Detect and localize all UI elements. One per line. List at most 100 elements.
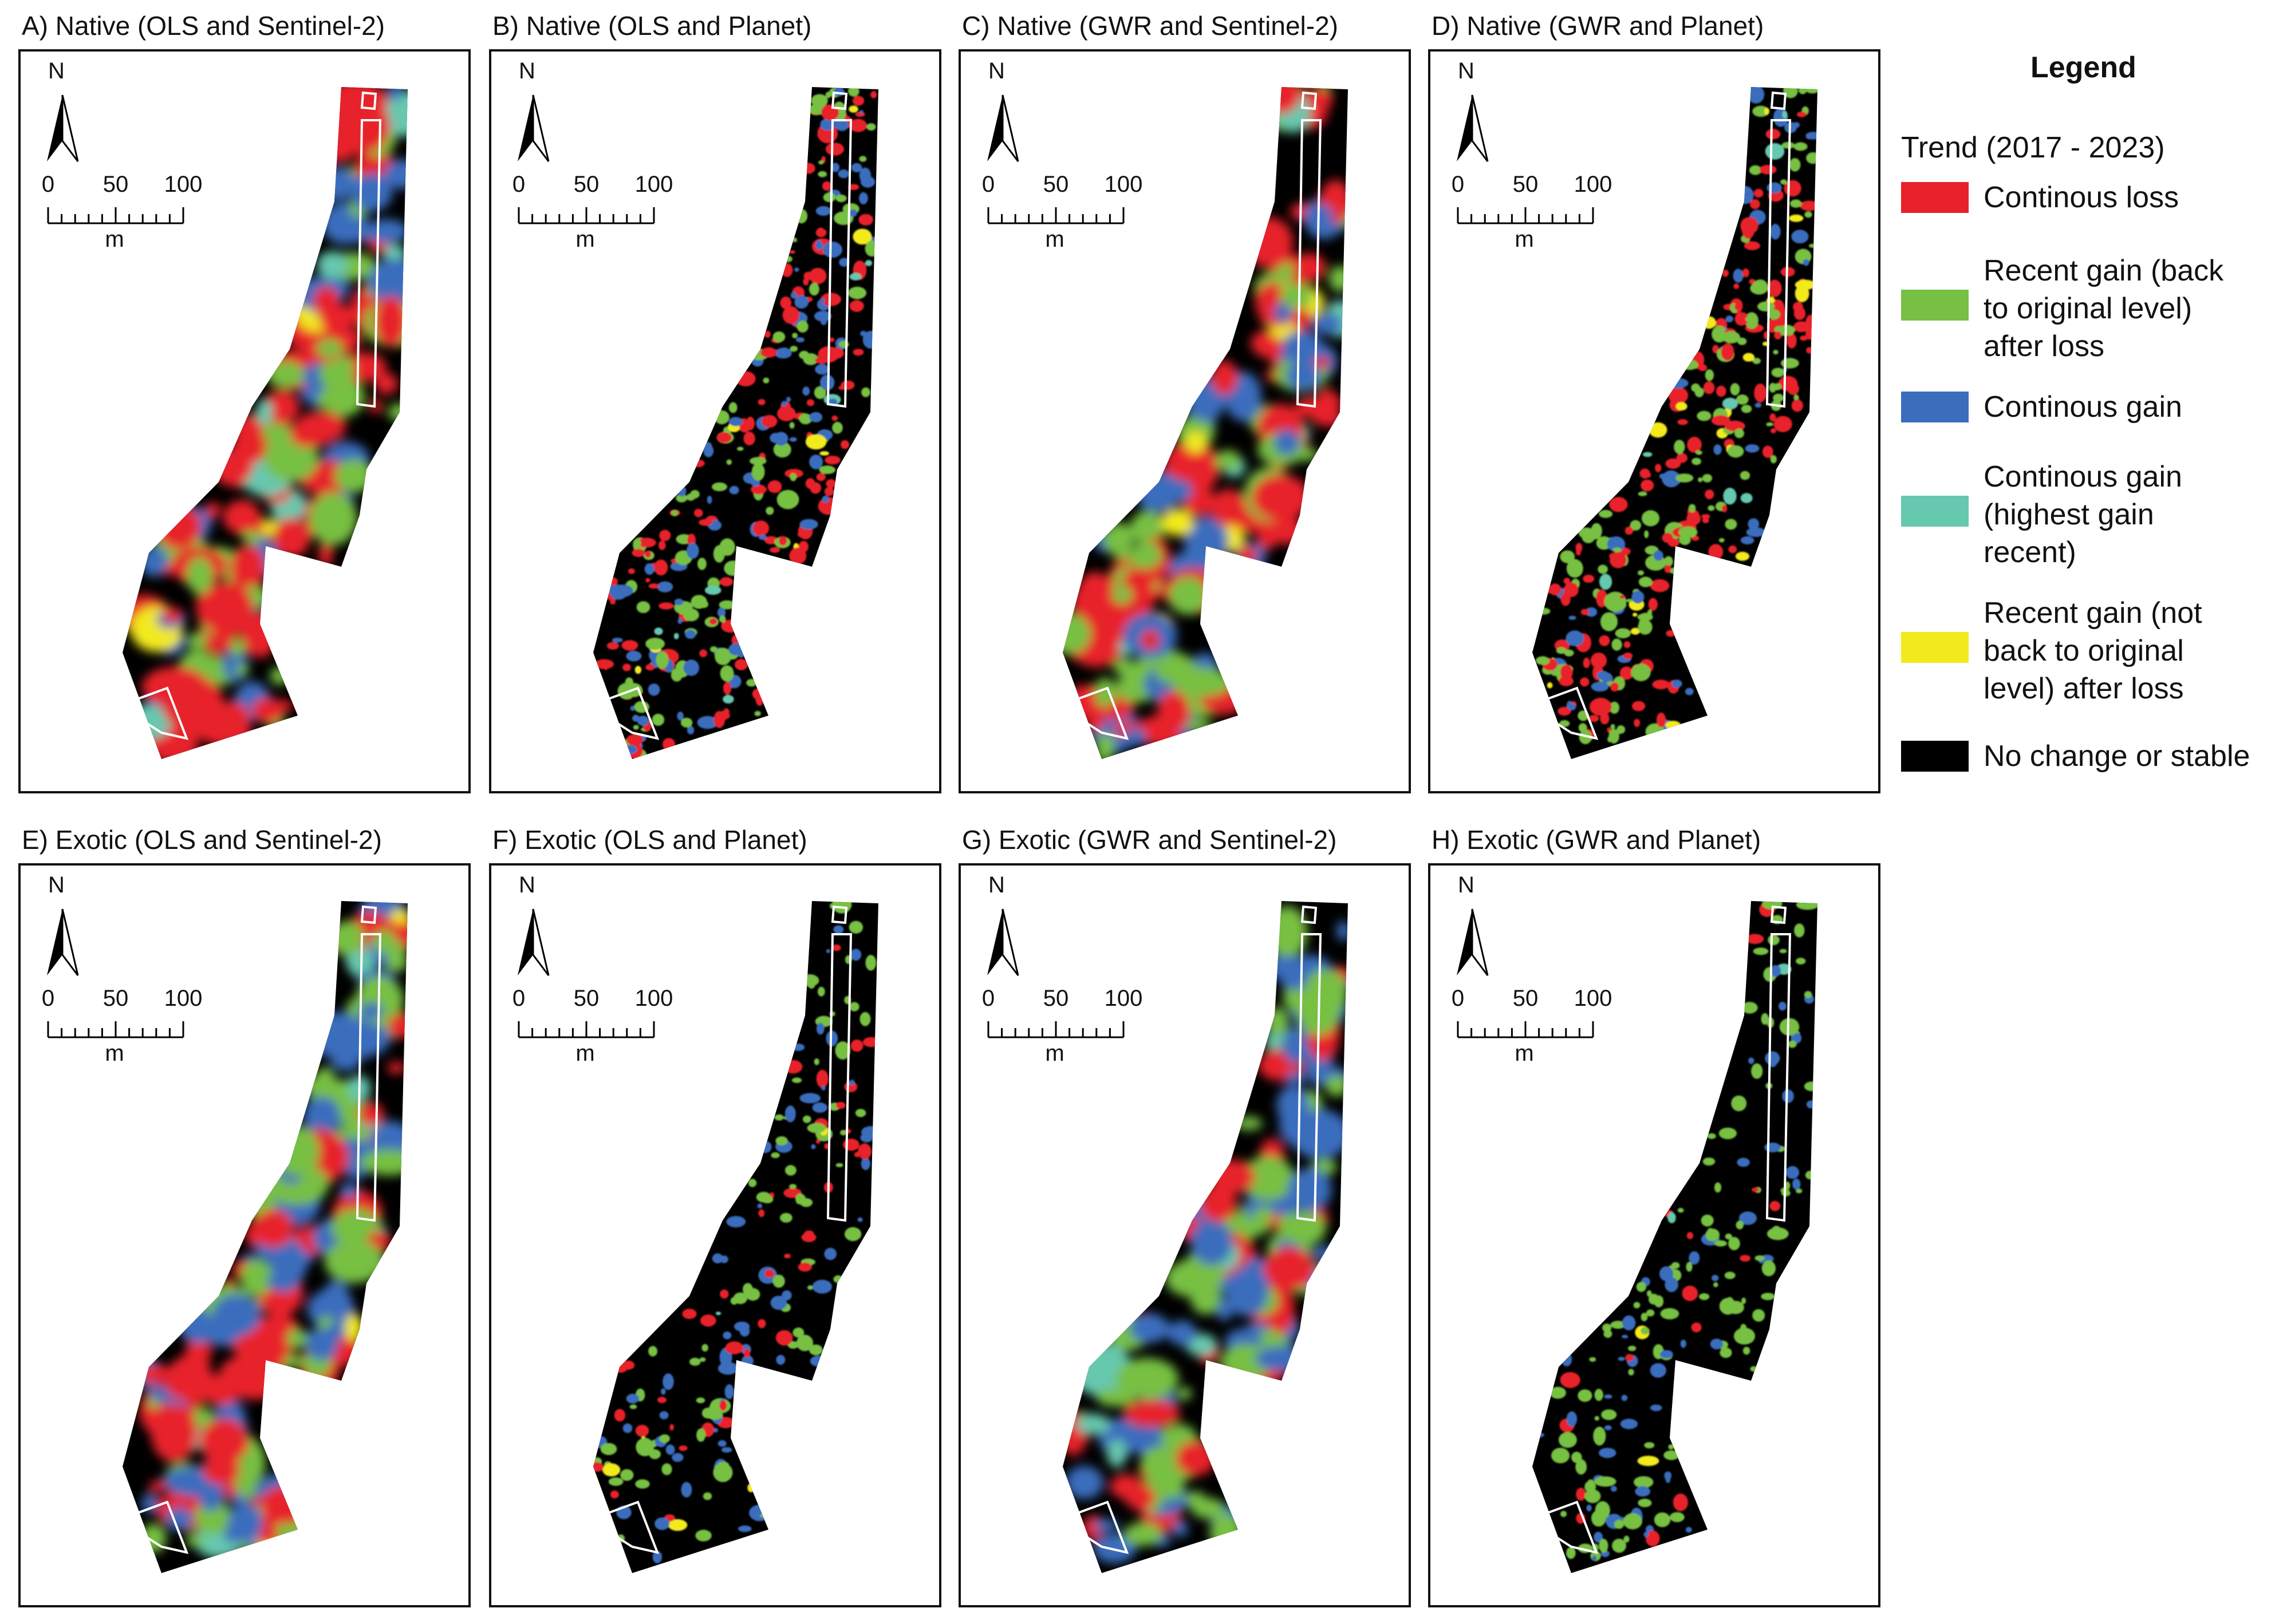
trend-patch [1809,243,1816,248]
trend-patch [1277,262,1298,276]
trend-patch [721,1447,732,1453]
trend-patch [148,734,199,759]
trend-patch [1742,268,1749,278]
trend-patch [746,1288,760,1301]
trend-patch [1568,615,1576,620]
trend-patch [309,492,358,546]
trend-patch [791,1044,805,1051]
trend-patch [1772,317,1788,326]
trend-patch [770,547,780,553]
trend-patch [138,1365,175,1384]
trend-patch [1216,1299,1233,1321]
trend-patch [817,273,826,280]
strip-outline [1296,933,1322,1222]
trend-patch [1711,415,1730,426]
trend-patch [1172,1521,1188,1537]
trend-patch [620,1469,634,1481]
trend-patch [1741,405,1752,413]
trend-patch [1796,112,1807,117]
trend-patch [1620,1418,1638,1429]
trend-patch [815,228,827,238]
trend-patch [809,455,823,469]
trend-patch [723,682,732,695]
trend-patch [677,712,684,721]
legend-label: Recent gain (back to original level) aft… [1984,254,2224,363]
scale-tick-label: 0 [512,986,526,1011]
trend-patch [1654,1512,1671,1527]
trend-patch [1590,653,1607,669]
trend-patch [682,1309,697,1319]
trend-patch [849,920,863,934]
trend-patch [799,519,818,530]
trend-patch [340,1182,358,1199]
trend-patch [751,463,765,481]
trend-patch [630,705,635,711]
north-label: N [48,872,65,898]
map-panel: N 0 50 100 m [959,49,1411,793]
trend-patch [789,547,807,564]
trend-patch [683,659,700,676]
trend-patch [330,920,364,955]
scale-tick-label: 0 [1451,986,1465,1011]
trend-patch [701,1344,708,1352]
trend-patch [652,713,665,726]
trend-patch [807,1285,814,1290]
strip-outline [360,91,377,110]
trend-patch [1309,88,1333,110]
trend-patch [1779,1018,1800,1036]
legend-swatch [1901,741,1969,772]
trend-patch [1765,143,1785,160]
scale-bar-graphic [1457,207,1594,224]
trend-patch [712,482,727,492]
trend-patch [1727,445,1744,458]
strip-outline [356,933,382,1222]
trend-patch [1631,663,1651,681]
trend-patch [645,551,652,558]
trend-patch [794,295,809,309]
trend-patch [870,91,877,98]
trend-patch [1750,199,1760,210]
trend-patch [669,1424,674,1431]
trend-patch [238,1479,256,1499]
trend-patch [241,530,264,543]
trend-patch [1733,283,1740,290]
trend-patch [676,493,688,503]
trend-patch [273,517,310,558]
map-panel: N 0 50 100 m [489,49,941,793]
trend-patch [1744,241,1761,250]
trend-patch [859,1011,871,1026]
trend-patch [1663,1450,1679,1460]
trend-patch [736,446,744,451]
trend-patch [1698,364,1708,372]
trend-patch [849,1002,859,1011]
trend-patch [1687,436,1702,453]
trend-patch [1722,270,1729,277]
trend-patch [1610,552,1627,568]
trend-patch [1637,570,1645,576]
trend-patch [802,386,810,396]
trend-patch [1638,1499,1652,1507]
trend-patch [1063,613,1091,655]
trend-patch [1113,658,1135,675]
north-arrow-icon [987,94,1019,162]
trend-patch [1782,1089,1794,1103]
trend-patch [1643,1531,1649,1538]
trend-patch [1665,458,1681,469]
trend-patch [1740,536,1754,545]
trend-patch [1789,214,1804,222]
trend-patch [1734,312,1749,326]
trend-patch [1170,667,1232,697]
trend-patch [1604,591,1627,612]
trend-patch [1289,1109,1348,1159]
trend-patch [862,1037,878,1048]
trend-patch [814,357,830,364]
trend-patch [266,361,305,389]
trend-patch [1770,224,1781,240]
trend-patch [707,496,712,504]
trend-patch [1708,544,1724,560]
trend-patch [636,601,650,613]
trend-patch [1745,444,1760,453]
trend-patch [303,1077,328,1094]
scale-bar-graphic [47,1021,184,1038]
trend-patch [1094,677,1116,708]
